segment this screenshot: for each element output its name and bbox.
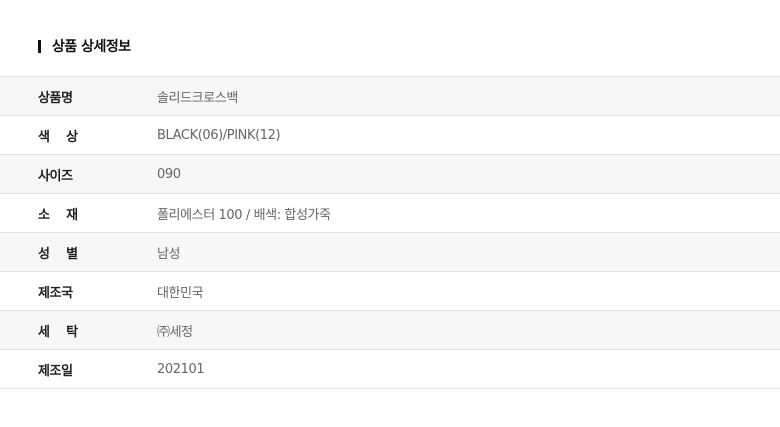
table-row: 색 상 BLACK(06)/PINK(12)	[0, 115, 780, 155]
row-label: 색 상	[38, 129, 78, 145]
row-label: 상품명	[38, 90, 73, 106]
table-row: 성 별 남성	[0, 232, 780, 272]
row-label: 성 별	[38, 246, 78, 262]
row-value: 202101	[157, 361, 205, 377]
section-title-text: 상품 상세정보	[52, 39, 131, 55]
table-row: 상품명 솔리드크로스백	[0, 76, 780, 116]
table-row: 사이즈 090	[0, 154, 780, 194]
row-value: 솔리드크로스백	[157, 90, 238, 106]
product-detail-table: 상품명 솔리드크로스백 색 상 BLACK(06)/PINK(12) 사이즈 090 …	[0, 76, 780, 389]
row-value: 남성	[157, 246, 181, 262]
table-row: 제조국 대한민국	[0, 271, 780, 311]
title-bar-marker	[38, 39, 41, 53]
row-label: 세 탁	[38, 324, 78, 340]
table-row: 제조일 202101	[0, 349, 780, 389]
table-row: 세 탁 ㈜세정	[0, 310, 780, 350]
row-label: 소 재	[38, 207, 78, 223]
row-value: 대한민국	[157, 285, 204, 301]
row-label: 제조국	[38, 285, 73, 301]
row-value: ㈜세정	[157, 324, 193, 340]
section-title: 상품 상세정보	[38, 36, 131, 56]
row-value: BLACK(06)/PINK(12)	[157, 127, 281, 143]
row-label: 사이즈	[38, 168, 73, 184]
row-value: 폴리에스터 100 / 배색: 합성가죽	[157, 207, 331, 223]
row-label: 제조일	[38, 363, 73, 379]
table-row: 소 재 폴리에스터 100 / 배색: 합성가죽	[0, 193, 780, 233]
row-value: 090	[157, 166, 181, 182]
